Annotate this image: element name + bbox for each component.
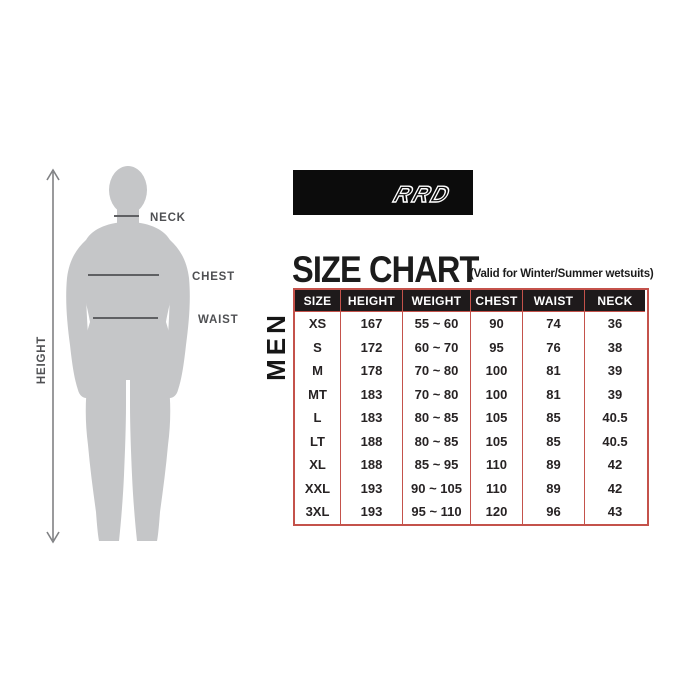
waist-cell: 81 — [523, 359, 585, 383]
column-header-waist: WAIST — [523, 290, 585, 312]
size-cell: XXL — [295, 476, 341, 500]
weight-cell: 85 ~ 95 — [403, 453, 471, 477]
weight-cell: 55 ~ 60 — [403, 312, 471, 336]
column-header-weight: WEIGHT — [403, 290, 471, 312]
weight-cell: 70 ~ 80 — [403, 382, 471, 406]
chest-cell: 110 — [471, 476, 523, 500]
waist-cell: 76 — [523, 335, 585, 359]
height-cell: 193 — [341, 500, 403, 524]
height-cell: 167 — [341, 312, 403, 336]
weight-cell: 95 ~ 110 — [403, 500, 471, 524]
measurement-lines — [88, 215, 159, 319]
neck-cell: 39 — [585, 359, 645, 383]
height-label: HEIGHT — [36, 336, 48, 384]
height-arrow — [46, 168, 60, 544]
page-title: SIZE CHART — [292, 249, 479, 290]
chest-cell: 120 — [471, 500, 523, 524]
size-cell: M — [295, 359, 341, 383]
waist-cell: 89 — [523, 453, 585, 477]
waist-label: WAIST — [198, 314, 238, 326]
neck-cell: 38 — [585, 335, 645, 359]
column-header-size: SIZE — [295, 290, 341, 312]
neck-cell: 40.5 — [585, 429, 645, 453]
size-table: SIZE HEIGHT WEIGHT CHEST WAIST NECK XS 1… — [293, 288, 649, 526]
height-cell: 188 — [341, 453, 403, 477]
neck-cell: 36 — [585, 312, 645, 336]
weight-cell: 80 ~ 85 — [403, 406, 471, 430]
height-cell: 183 — [341, 382, 403, 406]
size-cell: L — [295, 406, 341, 430]
waist-cell: 85 — [523, 406, 585, 430]
chest-cell: 105 — [471, 406, 523, 430]
rrd-logo-icon: RRD — [390, 181, 455, 208]
height-cell: 188 — [341, 429, 403, 453]
weight-cell: 90 ~ 105 — [403, 476, 471, 500]
height-cell: 178 — [341, 359, 403, 383]
neck-cell: 42 — [585, 453, 645, 477]
size-cell: MT — [295, 382, 341, 406]
brand-logo-box: RRD — [293, 170, 473, 215]
column-header-neck: NECK — [585, 290, 645, 312]
gender-label-men: MEN — [260, 311, 291, 381]
weight-cell: 80 ~ 85 — [403, 429, 471, 453]
male-silhouette-figure: NECK CHEST WAIST HEIGHT — [36, 166, 238, 544]
chest-cell: 110 — [471, 453, 523, 477]
weight-cell: 60 ~ 70 — [403, 335, 471, 359]
chest-cell: 100 — [471, 359, 523, 383]
waist-cell: 89 — [523, 476, 585, 500]
neck-cell: 43 — [585, 500, 645, 524]
column-header-height: HEIGHT — [341, 290, 403, 312]
chest-cell: 105 — [471, 429, 523, 453]
waist-cell: 96 — [523, 500, 585, 524]
chest-label: CHEST — [192, 271, 235, 283]
page-subtitle: (Valid for Winter/Summer wetsuits) — [470, 268, 654, 280]
height-cell: 172 — [341, 335, 403, 359]
chest-cell: 100 — [471, 382, 523, 406]
waist-cell: 81 — [523, 382, 585, 406]
rrd-logo-text: RRD — [391, 182, 455, 207]
weight-cell: 70 ~ 80 — [403, 359, 471, 383]
neck-cell: 40.5 — [585, 406, 645, 430]
neck-cell: 39 — [585, 382, 645, 406]
size-cell: LT — [295, 429, 341, 453]
neck-cell: 42 — [585, 476, 645, 500]
column-header-chest: CHEST — [471, 290, 523, 312]
chest-cell: 95 — [471, 335, 523, 359]
size-cell: S — [295, 335, 341, 359]
chest-cell: 90 — [471, 312, 523, 336]
neck-label: NECK — [150, 212, 186, 224]
size-cell: 3XL — [295, 500, 341, 524]
size-cell: XS — [295, 312, 341, 336]
size-cell: XL — [295, 453, 341, 477]
silhouette-shape — [66, 166, 190, 541]
waist-cell: 85 — [523, 429, 585, 453]
body-measurement-diagram: NECK CHEST WAIST HEIGHT — [25, 160, 260, 560]
height-cell: 183 — [341, 406, 403, 430]
waist-cell: 74 — [523, 312, 585, 336]
height-cell: 193 — [341, 476, 403, 500]
